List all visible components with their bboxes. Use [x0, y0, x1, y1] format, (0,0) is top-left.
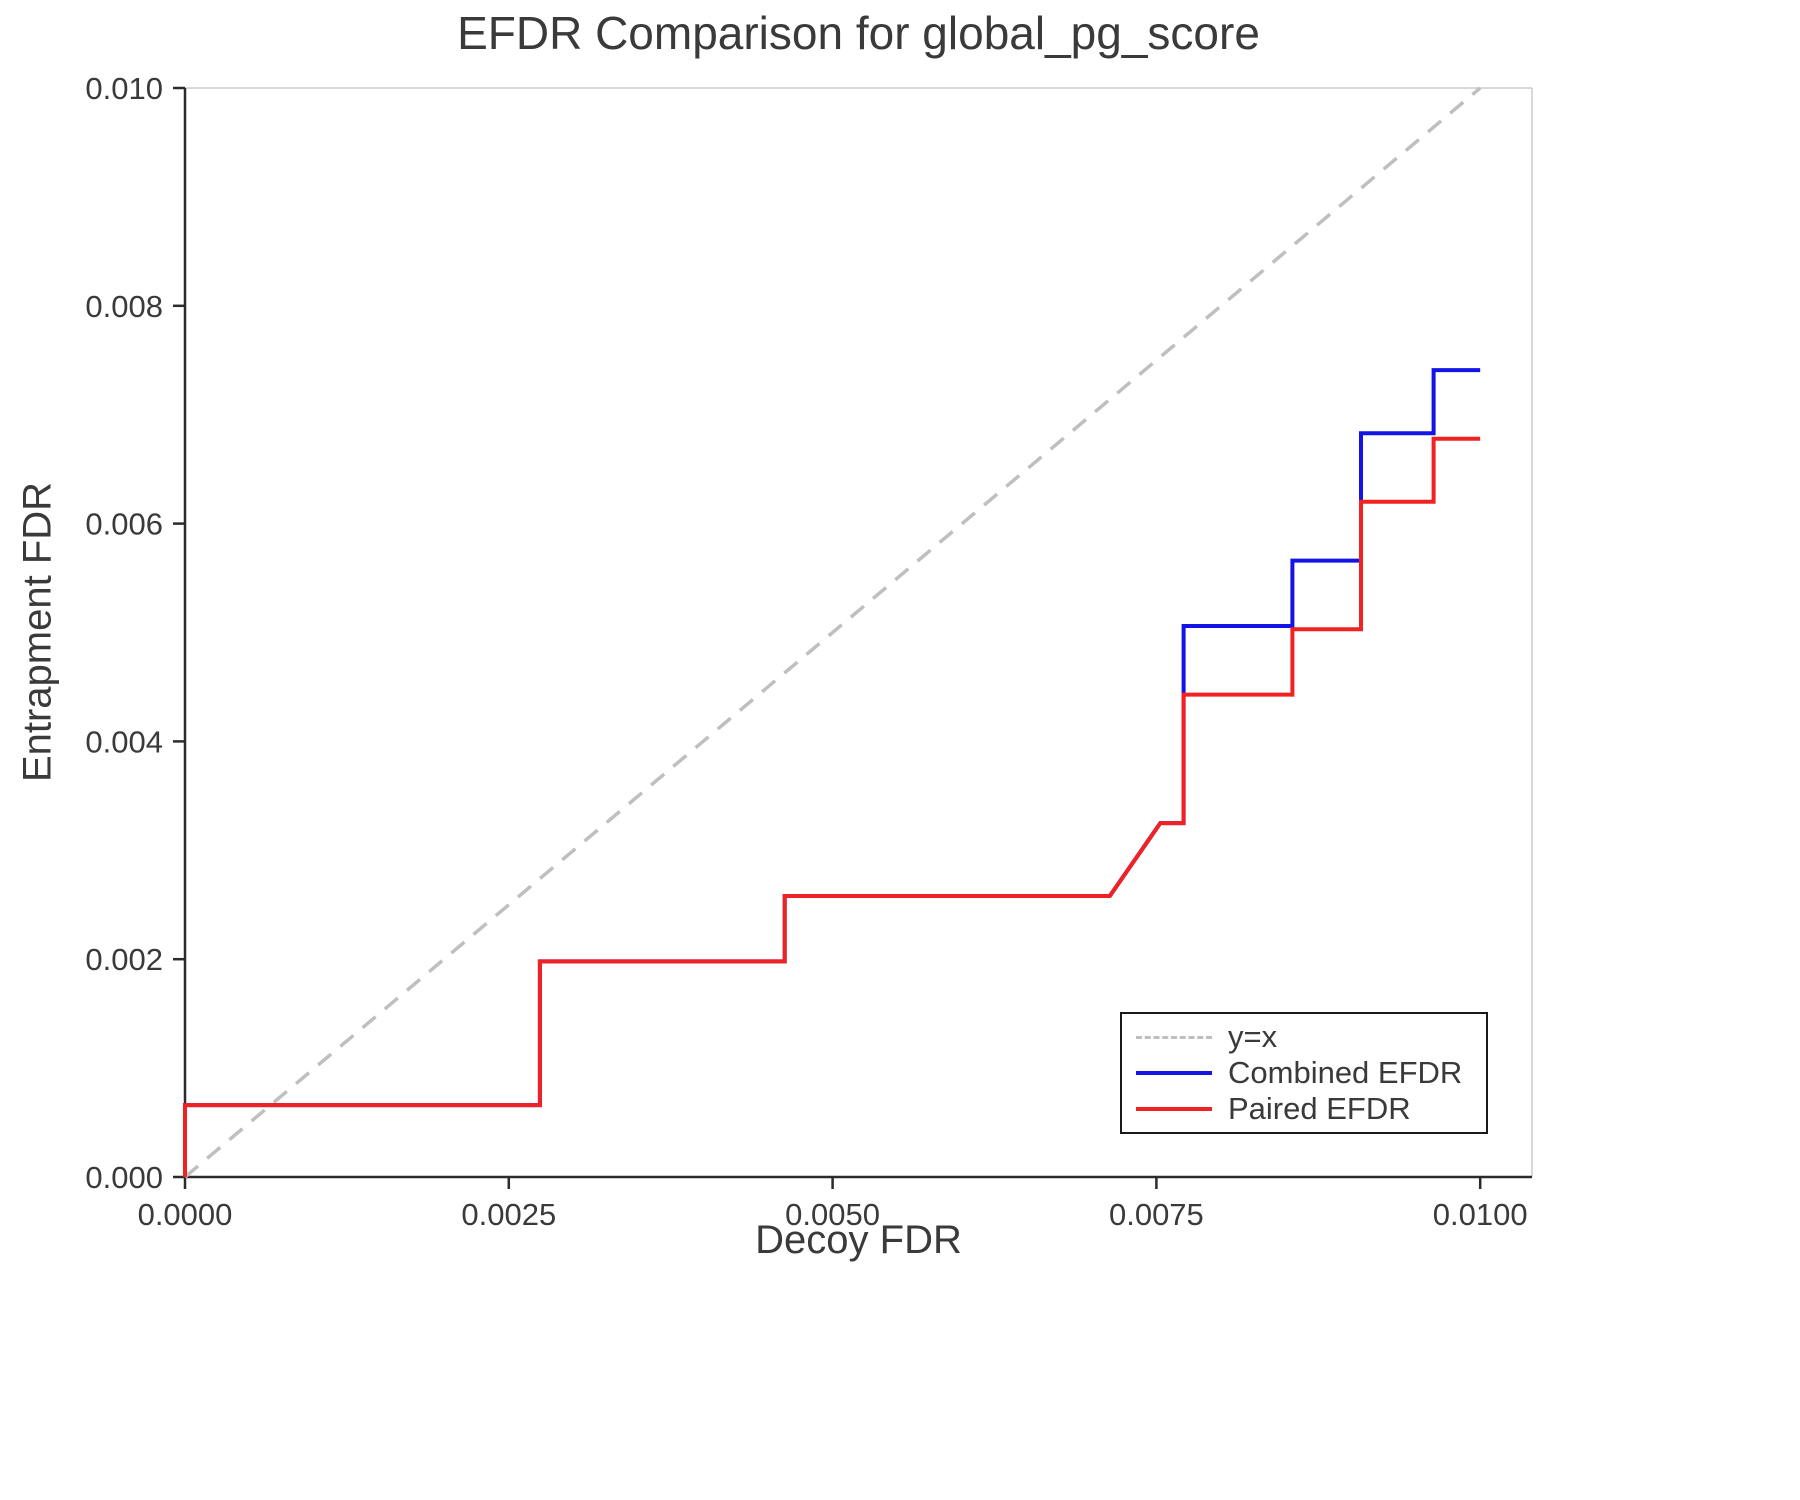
x-tick-label: 0.0100: [1433, 1197, 1528, 1232]
legend: y=x Combined EFDR Paired EFDR: [1120, 1012, 1488, 1134]
y-tick-label: 0.000: [85, 1160, 163, 1195]
chart-title: EFDR Comparison for global_pg_score: [457, 7, 1260, 59]
x-tick-label: 0.0000: [138, 1197, 233, 1232]
y-tick-label: 0.008: [85, 289, 163, 324]
x-tick-label: 0.0075: [1109, 1197, 1204, 1232]
legend-entry: Paired EFDR: [1136, 1091, 1486, 1127]
y-tick-label: 0.004: [85, 724, 163, 759]
x-axis-label: Decoy FDR: [755, 1218, 962, 1262]
legend-label: y=x: [1228, 1019, 1278, 1054]
legend-line-sample: [1136, 1071, 1212, 1075]
x-tick-label: 0.0050: [785, 1197, 880, 1232]
y-axis-label: Entrapment FDR: [15, 481, 60, 783]
y-x-line: [183, 86, 1482, 1179]
y-tick-label: 0.006: [85, 507, 163, 542]
legend-entry: y=x: [1136, 1019, 1486, 1055]
legend-entry: Combined EFDR: [1136, 1055, 1486, 1091]
legend-label: Combined EFDR: [1228, 1055, 1463, 1090]
y-tick-label: 0.010: [85, 71, 163, 106]
legend-line-sample: [1136, 1107, 1212, 1111]
legend-label: Paired EFDR: [1228, 1091, 1411, 1126]
legend-line-sample: [1136, 1035, 1212, 1039]
x-tick-label: 0.0025: [461, 1197, 556, 1232]
paired-efdr-line: [183, 436, 1481, 1177]
y-tick-label: 0.002: [85, 942, 163, 977]
